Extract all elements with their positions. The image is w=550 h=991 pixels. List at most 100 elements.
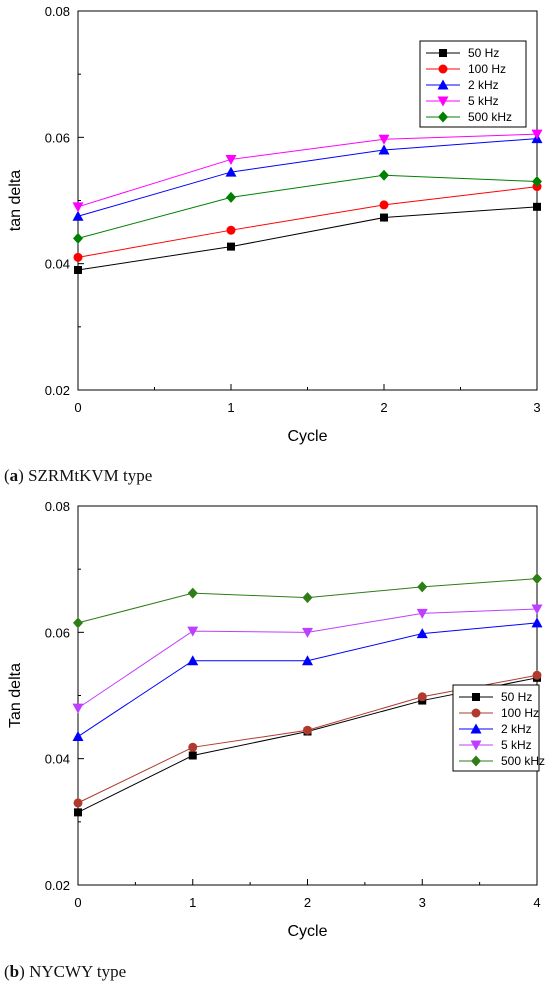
chart-a-x-axis-label: Cycle bbox=[287, 428, 327, 445]
chart-a-xtick-label: 1 bbox=[227, 400, 234, 415]
chart-b-ytick-label: 0.04 bbox=[45, 752, 70, 767]
chart-a-legend bbox=[419, 40, 527, 128]
chart-b-legend-label: 5 kHz bbox=[501, 738, 532, 752]
chart-b-y-axis-label: Tan delta bbox=[7, 663, 24, 728]
chart-b-data-point bbox=[187, 587, 198, 599]
chart-a-ytick-label: 0.06 bbox=[45, 130, 70, 145]
chart-b-data-point bbox=[302, 655, 313, 666]
chart-a: 0.02 0.04 0.06 0.08 0 1 2 3 Cycle tan delta 50 Hz 1… bbox=[0, 0, 550, 460]
chart-b-data-point bbox=[302, 592, 313, 604]
chart-a-data-point bbox=[72, 210, 84, 221]
chart-b-legend-marker bbox=[470, 723, 482, 734]
chart-a-series-3 bbox=[72, 129, 543, 213]
chart-a-data-point bbox=[226, 225, 236, 235]
chart-a-legend-marker bbox=[437, 79, 449, 90]
chart-b-data-point bbox=[531, 604, 543, 615]
caption-a-text: SZRMtKVM type bbox=[28, 466, 153, 485]
chart-b-xtick-label: 0 bbox=[74, 895, 81, 910]
chart-b-ytick-label: 0.02 bbox=[45, 878, 70, 893]
chart-b-data-point bbox=[416, 628, 428, 639]
chart-a-data-point bbox=[533, 202, 541, 211]
chart-a-series-line bbox=[77, 174, 538, 239]
chart-a-y-axis-label: tan delta bbox=[7, 170, 24, 231]
chart-a-series-line bbox=[77, 206, 538, 271]
chart-b-data-point bbox=[188, 751, 197, 760]
chart-b-svg: 0.02 0.04 0.06 0.08 0 1 2 3 4 Cycle Tan delta 50 Hz… bbox=[7, 499, 545, 940]
chart-b-data-point bbox=[532, 573, 542, 585]
chart-b-series-2 bbox=[72, 617, 543, 742]
chart-a-xtick-label: 0 bbox=[74, 400, 81, 415]
chart-a-data-point bbox=[227, 242, 235, 251]
chart-a-series-1 bbox=[73, 182, 542, 262]
chart-a-series-2 bbox=[72, 133, 543, 221]
chart-a-legend-label: 2 kHz bbox=[468, 78, 499, 92]
chart-b-series-3 bbox=[72, 604, 543, 714]
chart-a-xtick-label: 2 bbox=[380, 400, 387, 415]
chart-a-legend-marker bbox=[438, 111, 448, 123]
chart-b-xtick-label: 4 bbox=[533, 895, 540, 910]
chart-b-xtick-label: 1 bbox=[189, 895, 196, 910]
chart-b-data-point bbox=[73, 798, 83, 808]
chart-b-legend-marker bbox=[471, 755, 481, 767]
caption-b-letter: b bbox=[9, 962, 20, 981]
chart-a-data-point bbox=[73, 232, 83, 244]
chart-b-data-point bbox=[532, 670, 542, 680]
chart-a-legend-label: 100 Hz bbox=[468, 62, 506, 76]
chart-a-data-point bbox=[226, 191, 236, 203]
chart-a-series-line bbox=[77, 138, 538, 217]
caption-a-letter: a bbox=[9, 466, 19, 485]
chart-a-xtick-label: 3 bbox=[533, 400, 540, 415]
chart-b-legend-marker bbox=[472, 693, 480, 701]
chart-a-legend-label: 5 kHz bbox=[468, 94, 499, 108]
chart-a-data-point bbox=[72, 202, 84, 213]
caption-b-text: NYCWY type bbox=[29, 962, 127, 981]
chart-a-data-point bbox=[73, 252, 83, 262]
caption-b: (b) NYCWY type bbox=[4, 962, 127, 981]
chart-b-data-point bbox=[417, 692, 427, 702]
chart-a-series-0 bbox=[74, 202, 541, 274]
chart-a-legend-label: 50 Hz bbox=[468, 46, 499, 60]
chart-b-data-point bbox=[302, 627, 313, 638]
chart-a-series-line bbox=[77, 186, 538, 258]
chart-a-data-point bbox=[532, 176, 542, 188]
chart-b-data-point bbox=[72, 703, 84, 714]
chart-b-data-point bbox=[416, 608, 428, 619]
caption-a: (a) SZRMtKVM type bbox=[4, 466, 153, 485]
chart-b-data-point bbox=[417, 581, 428, 593]
chart-b-legend-label: 500 kHz bbox=[501, 754, 545, 768]
chart-b-data-point bbox=[74, 808, 82, 817]
chart-b-xtick-label: 2 bbox=[304, 895, 311, 910]
chart-b-data-point bbox=[531, 617, 543, 628]
chart-a-series-4 bbox=[73, 169, 542, 244]
chart-a-data-point bbox=[378, 134, 390, 145]
chart-b-data-point bbox=[73, 617, 83, 629]
chart-a-data-point bbox=[380, 213, 388, 222]
chart-b-ytick-label: 0.08 bbox=[45, 499, 70, 514]
chart-a-data-point bbox=[225, 154, 237, 165]
chart-a-data-point bbox=[225, 166, 237, 177]
chart-b-legend-label: 50 Hz bbox=[501, 690, 532, 704]
chart-b-data-point bbox=[72, 731, 84, 742]
chart-b-xtick-label: 3 bbox=[419, 895, 426, 910]
chart-a-series-line bbox=[77, 133, 538, 208]
chart-a-data-point bbox=[379, 169, 389, 181]
chart-b-data-point bbox=[187, 655, 199, 666]
chart-b-legend-marker bbox=[470, 740, 482, 751]
chart-b-series-4 bbox=[73, 573, 542, 629]
chart-b-legend-marker bbox=[471, 708, 481, 718]
chart-b-ytick-label: 0.06 bbox=[45, 625, 70, 640]
chart-a-data-point bbox=[74, 265, 82, 274]
chart-b-x-axis-label: Cycle bbox=[287, 923, 327, 940]
chart-b-data-point bbox=[303, 725, 312, 735]
chart-b: 0.02 0.04 0.06 0.08 0 1 2 3 4 Cycle Tan delta 50 Hz… bbox=[0, 495, 550, 955]
chart-a-data-point bbox=[378, 144, 390, 155]
chart-b-legend bbox=[452, 684, 540, 772]
chart-b-data-point bbox=[187, 626, 199, 637]
chart-b-data-point bbox=[188, 742, 198, 752]
chart-a-svg: 0.02 0.04 0.06 0.08 0 1 2 3 Cycle tan delta 50 Hz 1… bbox=[7, 4, 543, 445]
chart-a-ytick-label: 0.04 bbox=[45, 257, 70, 272]
chart-a-ytick-label: 0.02 bbox=[45, 383, 70, 398]
chart-b-legend-label: 100 Hz bbox=[501, 706, 539, 720]
chart-a-data-point bbox=[531, 129, 543, 140]
chart-a-legend-label: 500 kHz bbox=[468, 110, 512, 124]
